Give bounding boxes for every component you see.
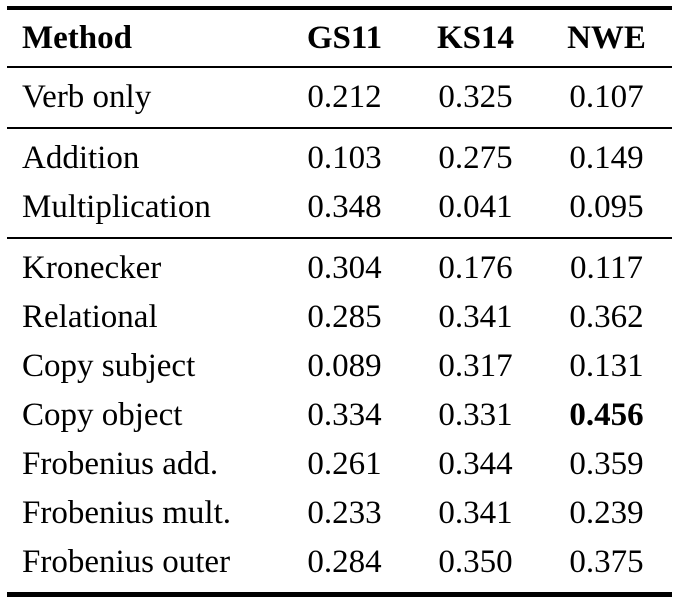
value-cell: 0.131 [569,348,644,384]
value-cell: 0.149 [569,140,644,176]
value-cell: 0.341 [438,495,513,531]
value-cell-best: 0.456 [569,397,644,433]
table-section-2: Kronecker 0.304 0.176 0.117 Relational 0.285 0… [7,238,672,595]
value-cell: 0.285 [307,299,382,335]
table-section-0: Verb only 0.212 0.325 0.107 [7,67,672,128]
method-cell: Multiplication [22,189,211,225]
value-cell: 0.275 [438,140,513,176]
table-row: Copy subject 0.089 0.317 0.131 [7,342,672,391]
value-cell: 0.341 [438,299,513,335]
column-header-gs11: GS11 [306,20,383,56]
table-row: Multiplication 0.348 0.041 0.095 [7,183,672,238]
value-cell: 0.089 [307,348,382,384]
results-table: Method GS11 KS14 NWE Verb only 0.212 0.325… [7,6,672,597]
table-row: Copy object 0.334 0.331 0.456 [7,391,672,440]
value-cell: 0.233 [307,495,382,531]
value-cell: 0.350 [438,544,513,580]
column-header-nwe: NWE [567,20,646,56]
table-section-1: Addition 0.103 0.275 0.149 Multiplication 0.3… [7,128,672,238]
value-cell: 0.107 [569,79,644,115]
table-row: Addition 0.103 0.275 0.149 [7,128,672,183]
value-cell: 0.304 [307,250,382,286]
value-cell: 0.348 [307,189,382,225]
method-cell: Frobenius mult. [22,495,232,531]
value-cell: 0.359 [569,446,644,482]
value-cell: 0.117 [569,250,644,286]
value-cell: 0.325 [438,79,513,115]
value-cell: 0.239 [569,495,644,531]
table-row: Frobenius mult. 0.233 0.341 0.239 [7,489,672,538]
value-cell: 0.176 [438,250,513,286]
method-cell: Copy object [22,397,183,433]
table-row: Verb only 0.212 0.325 0.107 [7,67,672,128]
table-row: Kronecker 0.304 0.176 0.117 [7,238,672,293]
method-cell: Verb only [22,79,152,115]
method-cell: Frobenius outer [22,544,231,580]
value-cell: 0.212 [307,79,382,115]
column-header-ks14: KS14 [436,20,515,56]
table-header: Method GS11 KS14 NWE [7,8,672,67]
value-cell: 0.284 [307,544,382,580]
method-cell: Addition [22,140,140,176]
value-cell: 0.103 [307,140,382,176]
value-cell: 0.041 [438,189,513,225]
table-row: Frobenius outer 0.284 0.350 0.375 [7,538,672,595]
value-cell: 0.344 [438,446,513,482]
method-cell: Kronecker [22,250,162,286]
value-cell: 0.334 [307,397,382,433]
table-row: Frobenius add. 0.261 0.344 0.359 [7,440,672,489]
value-cell: 0.375 [569,544,644,580]
header-row: Method GS11 KS14 NWE [7,8,672,67]
method-cell: Frobenius add. [22,446,219,482]
value-cell: 0.095 [569,189,644,225]
value-cell: 0.261 [307,446,382,482]
value-cell: 0.362 [569,299,644,335]
value-cell: 0.317 [438,348,513,384]
column-header-method: Method [22,20,132,56]
value-cell: 0.331 [438,397,513,433]
method-cell: Relational [22,299,158,335]
table-row: Relational 0.285 0.341 0.362 [7,293,672,342]
method-cell: Copy subject [22,348,196,384]
